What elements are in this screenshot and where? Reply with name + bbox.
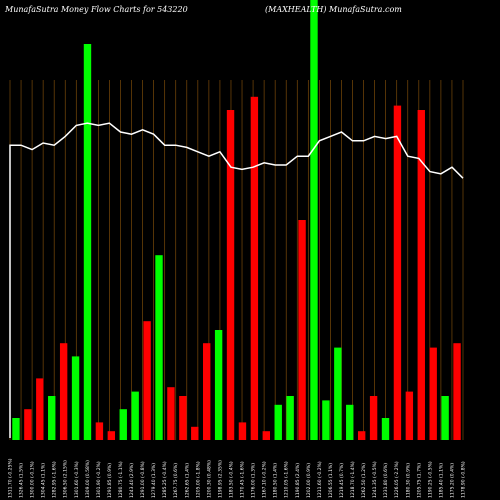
money-flow-bar: [417, 110, 425, 440]
bars: [12, 0, 461, 441]
money-flow-bar: [369, 396, 378, 440]
x-tick-label: 1185.40 (1.1%): [438, 463, 444, 498]
x-tick-label: 1205.75 (1.7%): [416, 463, 422, 498]
x-tick-label: 1326.45 (1.5%): [19, 463, 25, 498]
money-flow-bar: [24, 409, 32, 440]
money-flow-bar: [12, 418, 20, 440]
money-flow-bar: [167, 387, 175, 440]
x-tick-label: 1285.25 (-0.4%): [162, 461, 168, 498]
money-flow-bar: [59, 343, 68, 440]
money-flow-bar: [95, 422, 104, 440]
x-tick-label: 1262.65 (1.4%): [184, 463, 190, 498]
money-flow-bar: [143, 321, 151, 440]
money-flow-bar: [83, 44, 92, 440]
money-flow-bar: [214, 330, 223, 440]
money-flow-bar: [250, 96, 259, 441]
money-flow-bar: [346, 404, 354, 440]
x-tick-label: 1210.05 (-1.6%): [284, 461, 290, 498]
x-tick-label: 1200.30 (0.48%): [206, 460, 212, 498]
money-flow-bar: [298, 220, 306, 440]
x-tick-label: 1170.45 (-1.6%): [240, 461, 246, 498]
money-flow-bar: [119, 409, 127, 440]
money-flow-bar: [310, 0, 318, 440]
x-tick-label: 1178.90 (-0.8%): [461, 461, 467, 498]
x-tick-label: 1198.95 (2.35%): [217, 460, 223, 498]
x-tick-label: 1309.00 (0.58%): [85, 460, 91, 498]
money-flow-bar: [155, 255, 163, 440]
x-tick-label: 1226.05 (-2.2%): [394, 461, 400, 498]
x-tick-label: 1218.70 (-1.4%): [350, 461, 356, 498]
x-tick-label: 1175.20 (0.4%): [449, 463, 455, 498]
x-tick-label: 1279.40 (1.3%): [151, 463, 157, 498]
money-flow-bar: [226, 110, 235, 440]
x-tick-label: 1231.80 (0.6%): [383, 463, 389, 498]
x-tick-label: 1190.25 (-0.5%): [427, 461, 433, 498]
money-flow-bar: [36, 378, 44, 440]
money-flow-bar: [334, 347, 342, 440]
money-flow-bar: [71, 356, 80, 440]
x-tick-label: 1291.85 (0.9%): [107, 463, 113, 498]
x-tick-label: 1183.50 (-0.4%): [228, 461, 234, 498]
x-tick-labels: 1311.70 (-0.25%) 1326.45 (1.5%) 1300.00 (-…: [8, 458, 467, 498]
x-tick-label: 1219.45 (0.7%): [339, 463, 345, 498]
money-flow-bar: [393, 105, 402, 440]
x-tick-label: 1306.50 (2.15%): [63, 460, 69, 498]
x-tick-label: 1206.55 (1.1%): [328, 463, 334, 498]
x-tick-label: 1301.60 (-0.3%): [74, 461, 80, 498]
x-tick-label: 1176.00 (1.3%): [251, 463, 257, 498]
money-flow-bar: [191, 426, 199, 440]
header-left: MunafaSutra Money Flow Charts for 543220: [4, 5, 188, 14]
money-flow-bar: [405, 391, 414, 440]
x-tick-label: 1190.85 (2.4%): [295, 463, 301, 498]
x-tick-label: 1202.00 (0.9%): [306, 463, 312, 498]
money-flow-bar: [238, 422, 247, 440]
money-flow-bar: [203, 343, 211, 440]
x-tick-label: 1180.50 (1.4%): [273, 463, 279, 498]
money-flow-bar: [286, 396, 294, 440]
money-flow-bar: [381, 418, 390, 440]
money-flow-bar: [131, 391, 139, 440]
x-tick-label: 1304.45 (1.1%): [41, 463, 47, 498]
x-tick-label: 1300.00 (-0.1%): [30, 461, 36, 498]
money-flow-bar: [322, 400, 330, 440]
x-tick-label: 1167.10 (-0.2%): [262, 461, 268, 498]
price-line: [9, 122, 464, 438]
money-flow-bar: [107, 431, 116, 440]
header-right: (MAXHEALTH) MunafaSutra.com: [265, 5, 402, 14]
x-tick-label: 1311.70 (-0.25%): [8, 458, 14, 498]
x-tick-label: 1280.75 (-1.1%): [118, 461, 124, 498]
x-tick-label: 1241.35 (-0.5%): [372, 461, 378, 498]
money-flow-bar: [357, 431, 366, 440]
x-tick-label: 1205.00 (-1.8%): [195, 461, 201, 498]
money-flow-bar: [429, 347, 437, 440]
x-tick-label: 1243.40 (2.9%): [129, 463, 135, 498]
money-flow-bar: [179, 396, 187, 440]
x-tick-label: 1262.50 (1.2%): [361, 463, 367, 498]
x-tick-label: 1291.00 (-0.8%): [140, 461, 146, 498]
x-tick-label: 1282.95 (-1.6%): [52, 461, 58, 498]
money-flow-bar: [262, 431, 270, 440]
x-tick-label: 1267.75 (0.6%): [173, 463, 179, 498]
money-flow-bar: [441, 396, 449, 440]
money-flow-bar: [48, 396, 56, 440]
x-tick-label: 1301.90 (-0.2%): [96, 461, 102, 498]
money-flow-bar: [274, 404, 282, 440]
money-flow-bar: [453, 343, 461, 440]
x-tick-label: 1211.60 (-0.2%): [317, 461, 323, 498]
x-tick-label: 1180.30 (0.9%): [405, 463, 411, 498]
